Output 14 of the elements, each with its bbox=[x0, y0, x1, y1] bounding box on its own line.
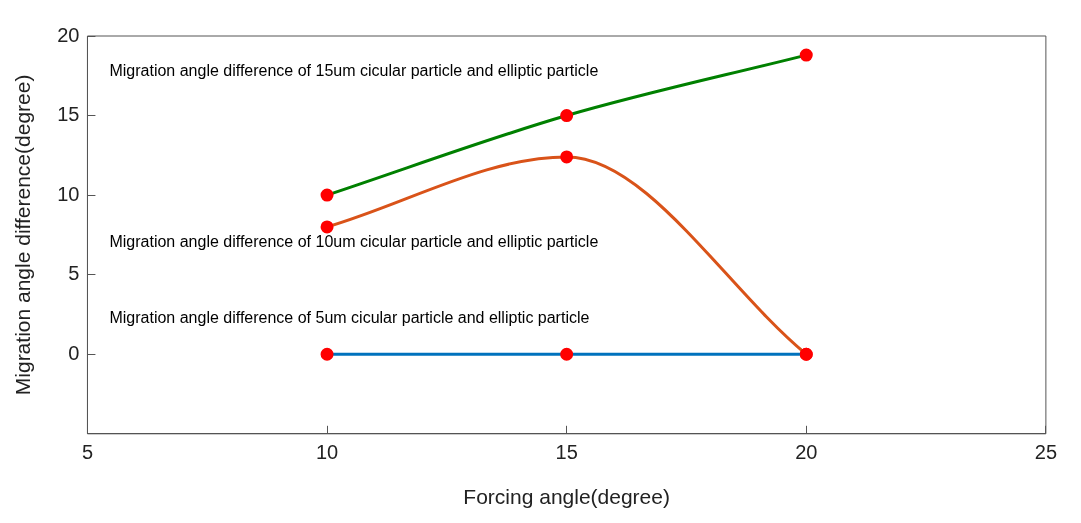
y-tick-label: 0 bbox=[68, 341, 80, 364]
y-tick-label: 10 bbox=[57, 182, 80, 205]
y-tick-label: 15 bbox=[57, 103, 80, 126]
y-axis-title: Migration angle difference(degree) bbox=[11, 74, 35, 396]
x-axis-title: Forcing angle(degree) bbox=[463, 485, 670, 509]
x-tick-label: 25 bbox=[1034, 441, 1057, 464]
x-tick-label: 10 bbox=[315, 441, 339, 464]
series-label: Migration angle difference of 5um cicular particle and elliptic particle bbox=[109, 308, 590, 326]
x-tick-label: 20 bbox=[795, 441, 818, 464]
y-tick-label: 5 bbox=[68, 262, 80, 285]
x-tick-label: 15 bbox=[555, 441, 578, 464]
y-tick-label: 20 bbox=[57, 23, 80, 46]
series-label: Migration angle difference of 15um cicular particle and elliptic particle bbox=[109, 62, 599, 80]
series-label: Migration angle difference of 10um cicular particle and elliptic particle bbox=[109, 233, 599, 251]
